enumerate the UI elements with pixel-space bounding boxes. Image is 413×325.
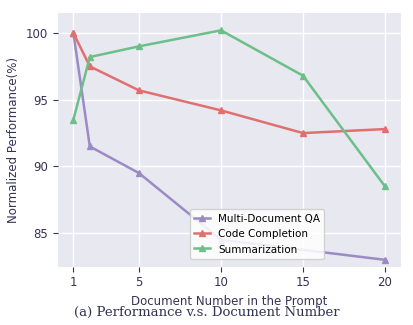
Summarization <box>87 55 92 59</box>
Code Completion <box>382 127 387 131</box>
Legend: Multi-Document QA, Code Completion, Summarization: Multi-Document QA, Code Completion, Summ… <box>190 209 324 259</box>
Multi-Document QA <box>382 258 387 262</box>
Multi-Document QA <box>137 171 142 175</box>
Code Completion <box>137 88 142 92</box>
Summarization <box>137 45 142 48</box>
Multi-Document QA <box>87 145 92 149</box>
Line: Multi-Document QA: Multi-Document QA <box>70 30 389 263</box>
Multi-Document QA <box>71 31 76 35</box>
Summarization <box>382 185 387 188</box>
Code Completion <box>218 109 223 112</box>
Summarization <box>301 74 306 78</box>
Y-axis label: Normalized Performance(%): Normalized Performance(%) <box>7 57 20 223</box>
Text: (a) Performance v.s. Document Number: (a) Performance v.s. Document Number <box>74 306 339 318</box>
Summarization <box>71 118 76 122</box>
Line: Summarization: Summarization <box>70 27 389 190</box>
Line: Code Completion: Code Completion <box>70 30 389 136</box>
Multi-Document QA <box>218 238 223 242</box>
Code Completion <box>71 31 76 35</box>
X-axis label: Document Number in the Prompt: Document Number in the Prompt <box>131 295 328 308</box>
Code Completion <box>87 64 92 68</box>
Summarization <box>218 28 223 32</box>
Code Completion <box>301 131 306 135</box>
